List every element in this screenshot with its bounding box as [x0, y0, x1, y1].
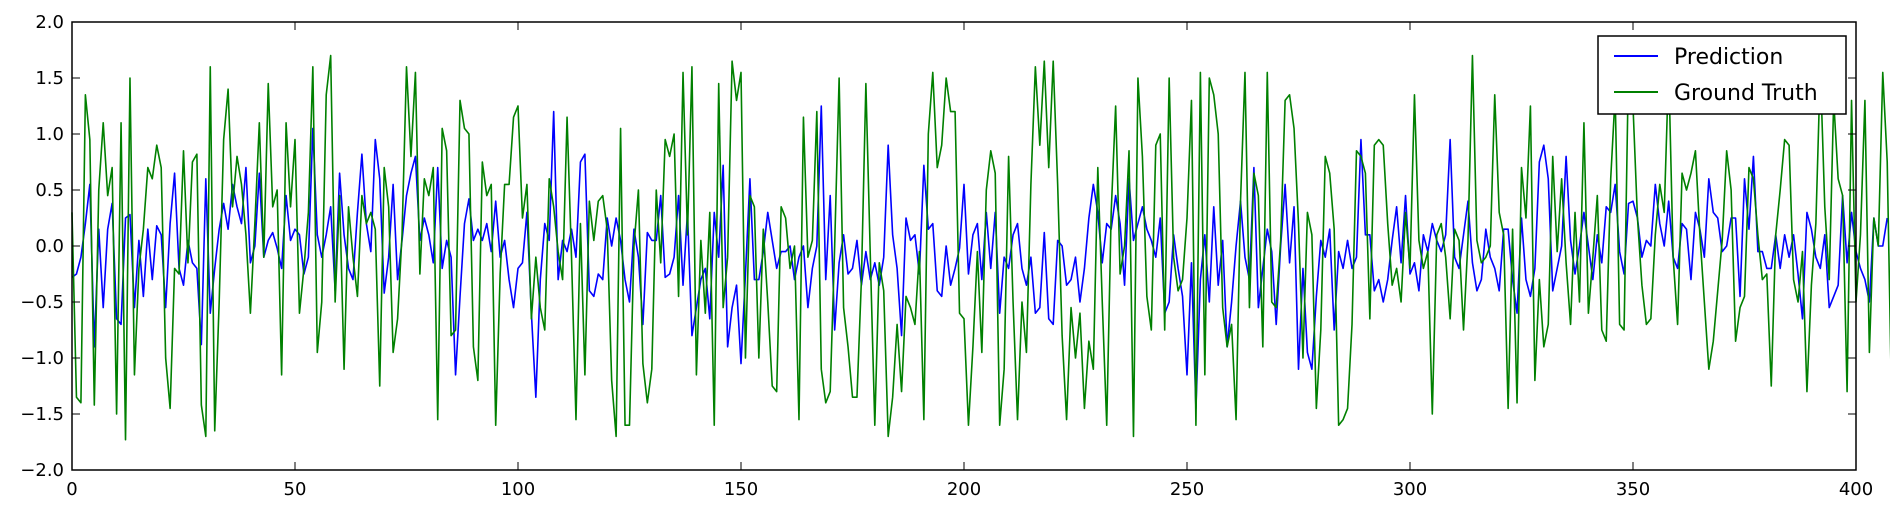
legend-label-prediction: Prediction: [1674, 45, 1783, 70]
x-tick-label: 350: [1616, 479, 1650, 500]
y-tick-label: −0.5: [20, 292, 64, 313]
y-tick-label: −2.0: [20, 460, 64, 481]
legend-box: [1597, 35, 1847, 115]
y-tick-label: −1.0: [20, 348, 64, 369]
y-tick-label: −1.5: [20, 404, 64, 425]
series-line-prediction: [71, 105, 1889, 410]
y-tick-label: 0.0: [35, 236, 64, 257]
x-tick-label: 200: [947, 479, 981, 500]
x-tick-label: 100: [501, 479, 535, 500]
y-tick-label: 2.0: [35, 12, 64, 33]
series-line-ground-truth: [71, 54, 1890, 441]
y-tick-label: 1.5: [35, 68, 64, 89]
x-tick-label: 50: [284, 479, 307, 500]
x-tick-label: 300: [1393, 479, 1427, 500]
y-tick-label: 0.5: [35, 180, 64, 201]
series-layer: [71, 54, 1890, 441]
legend: Prediction Ground Truth: [1597, 35, 1847, 115]
x-tick-label: 150: [724, 479, 758, 500]
ticks-layer: 0 50 100 150 200 250 300 350 400 −2.0 −1.5 −1.0 −0.5…: [20, 12, 1873, 500]
x-tick-label: 250: [1170, 479, 1204, 500]
x-tick-label: 400: [1839, 479, 1873, 500]
y-tick-label: 1.0: [35, 124, 64, 145]
plot-frame: [71, 21, 1857, 471]
x-tick-label: 0: [66, 479, 77, 500]
legend-label-ground-truth: Ground Truth: [1674, 81, 1818, 106]
